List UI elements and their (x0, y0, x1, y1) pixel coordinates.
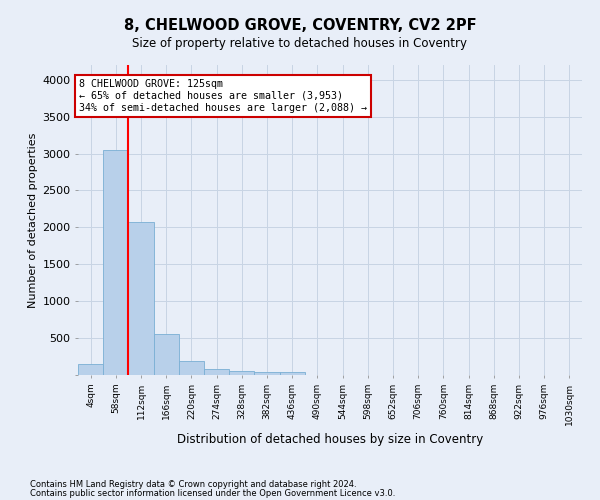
Text: Size of property relative to detached houses in Coventry: Size of property relative to detached ho… (133, 38, 467, 51)
Text: Contains HM Land Registry data © Crown copyright and database right 2024.: Contains HM Land Registry data © Crown c… (30, 480, 356, 489)
X-axis label: Distribution of detached houses by size in Coventry: Distribution of detached houses by size … (177, 433, 483, 446)
Bar (229, 371, 254, 375)
Bar (103, 150, 128, 375)
Text: 8 CHELWOOD GROVE: 125sqm
← 65% of detached houses are smaller (3,953)
34% of sem: 8 CHELWOOD GROVE: 125sqm ← 65% of detach… (79, 80, 367, 112)
Bar (254, 372, 280, 375)
Y-axis label: Number of detached properties: Number of detached properties (28, 132, 38, 308)
Bar (204, 370, 229, 375)
Bar (280, 372, 305, 375)
Bar (179, 360, 204, 375)
Bar (154, 334, 179, 375)
Bar (128, 222, 154, 375)
Text: 8, CHELWOOD GROVE, COVENTRY, CV2 2PF: 8, CHELWOOD GROVE, COVENTRY, CV2 2PF (124, 18, 476, 32)
Text: Contains public sector information licensed under the Open Government Licence v3: Contains public sector information licen… (30, 488, 395, 498)
Bar (78, 364, 103, 375)
